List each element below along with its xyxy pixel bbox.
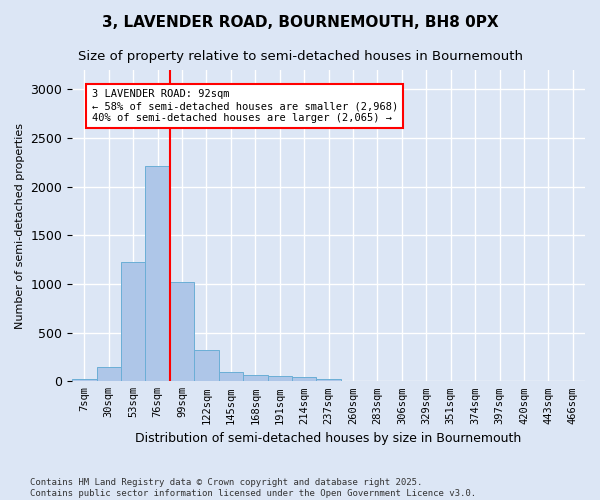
Bar	[292, 378, 316, 382]
Bar	[194, 350, 218, 382]
Bar	[243, 376, 268, 382]
Text: Contains HM Land Registry data © Crown copyright and database right 2025.
Contai: Contains HM Land Registry data © Crown c…	[30, 478, 476, 498]
Bar	[121, 262, 145, 382]
Bar	[145, 166, 170, 382]
X-axis label: Distribution of semi-detached houses by size in Bournemouth: Distribution of semi-detached houses by …	[136, 432, 522, 445]
Y-axis label: Number of semi-detached properties: Number of semi-detached properties	[15, 122, 25, 328]
Text: 3 LAVENDER ROAD: 92sqm
← 58% of semi-detached houses are smaller (2,968)
40% of : 3 LAVENDER ROAD: 92sqm ← 58% of semi-det…	[92, 90, 398, 122]
Bar	[316, 379, 341, 382]
Bar	[218, 372, 243, 382]
Text: Size of property relative to semi-detached houses in Bournemouth: Size of property relative to semi-detach…	[77, 50, 523, 63]
Bar	[170, 282, 194, 382]
Text: 3, LAVENDER ROAD, BOURNEMOUTH, BH8 0PX: 3, LAVENDER ROAD, BOURNEMOUTH, BH8 0PX	[101, 15, 499, 30]
Bar	[97, 366, 121, 382]
Bar	[268, 376, 292, 382]
Bar	[72, 380, 97, 382]
